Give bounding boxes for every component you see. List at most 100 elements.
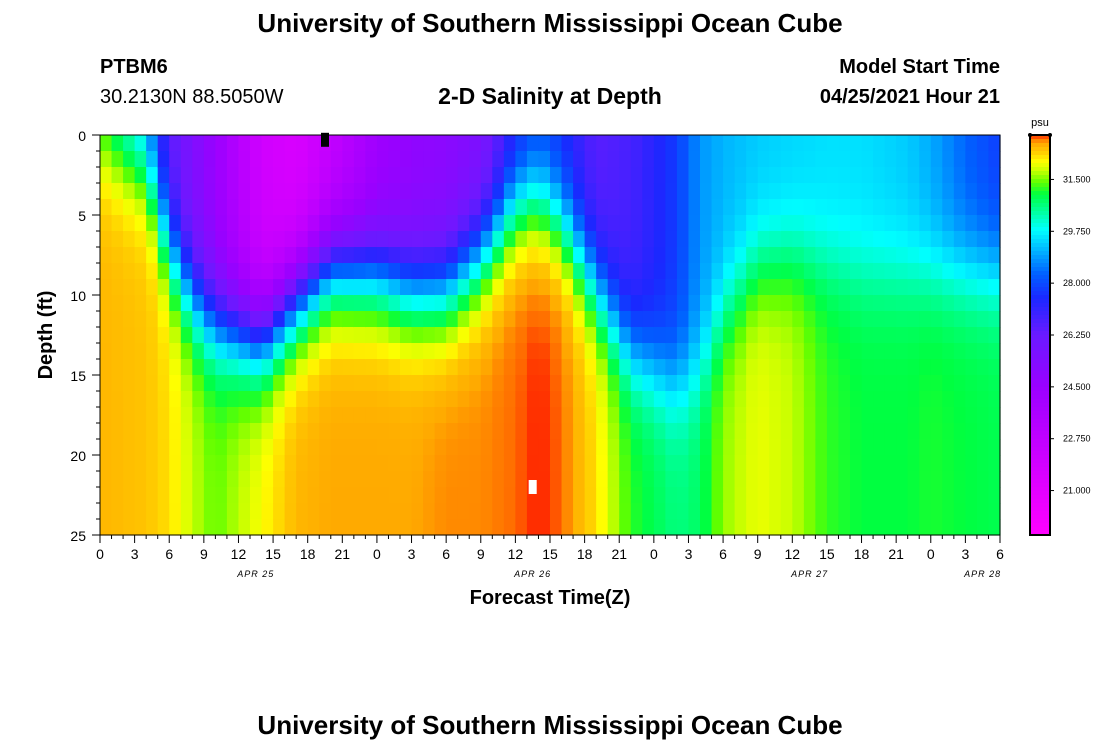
heatmap-cell [550, 503, 563, 520]
heatmap-cell [111, 311, 124, 328]
heatmap-cell [157, 519, 170, 536]
heatmap-cell [619, 215, 632, 232]
colorbar-segment [1030, 379, 1050, 384]
heatmap-cell [169, 519, 182, 536]
heatmap-cell [930, 503, 943, 520]
heatmap-cell [146, 487, 159, 504]
heatmap-cell [919, 295, 932, 312]
heatmap-cell [688, 343, 701, 360]
heatmap-cell [457, 199, 470, 216]
heatmap-cell [769, 183, 782, 200]
heatmap-cell [965, 279, 978, 296]
heatmap-cell [607, 471, 620, 488]
heatmap-cell [376, 503, 390, 520]
heatmap-cell [215, 439, 228, 456]
heatmap-cell [388, 231, 401, 248]
heatmap-cell [619, 519, 632, 536]
heatmap-cell [884, 231, 897, 248]
heatmap-cell [803, 327, 816, 344]
heatmap-cell [480, 183, 493, 200]
heatmap-cell [550, 151, 563, 168]
heatmap-cell [203, 343, 216, 360]
heatmap-cell [815, 311, 828, 328]
heatmap-cell [965, 519, 978, 536]
heatmap-cell [734, 199, 747, 216]
colorbar-segment [1030, 283, 1050, 288]
heatmap-cell [803, 439, 816, 456]
heatmap-cell [815, 135, 828, 152]
heatmap-cell [573, 215, 586, 232]
colorbar-segment [1030, 475, 1050, 480]
heatmap-cell [665, 231, 678, 248]
heatmap-cell [688, 487, 701, 504]
heatmap-cell [550, 375, 563, 392]
heatmap-cell [492, 391, 505, 408]
heatmap-cell [780, 183, 793, 200]
heatmap-cell [273, 183, 286, 200]
heatmap-cell [803, 167, 816, 184]
heatmap-cell [100, 215, 113, 232]
heatmap-cell [665, 343, 678, 360]
heatmap-cell [711, 375, 724, 392]
heatmap-cell [988, 199, 1001, 216]
heatmap-cell [388, 263, 401, 280]
heatmap-cell [203, 407, 216, 424]
heatmap-cell [157, 327, 170, 344]
heatmap-cell [676, 231, 690, 248]
heatmap-cell [676, 135, 690, 152]
heatmap-cell [365, 183, 378, 200]
heatmap-cell [688, 295, 701, 312]
heatmap-cell [861, 311, 874, 328]
heatmap-cell [353, 407, 366, 424]
heatmap-cell [515, 295, 528, 312]
colorbar-segment [1030, 407, 1050, 412]
heatmap-cell [838, 439, 851, 456]
x-tick-label: 9 [477, 546, 485, 562]
heatmap-cell [169, 279, 182, 296]
heatmap-cell [273, 375, 286, 392]
heatmap-cell [619, 487, 632, 504]
heatmap-cell [826, 327, 840, 344]
heatmap-cell [746, 231, 759, 248]
heatmap-cell [700, 199, 713, 216]
heatmap-cell [769, 407, 782, 424]
heatmap-cell [538, 391, 551, 408]
heatmap-cell [676, 215, 690, 232]
heatmap-cell [134, 487, 147, 504]
heatmap-cell [146, 247, 159, 264]
heatmap-cell [400, 215, 413, 232]
heatmap-cell [734, 343, 747, 360]
heatmap-cell [757, 503, 770, 520]
heatmap-cell [596, 279, 609, 296]
heatmap-cell [376, 295, 390, 312]
heatmap-cell [573, 359, 586, 376]
heatmap-cell [942, 519, 955, 536]
heatmap-cell [480, 407, 493, 424]
colorbar-segment [1030, 427, 1050, 432]
heatmap-cell [376, 231, 390, 248]
heatmap-cell [584, 343, 597, 360]
x-tick-label: 9 [754, 546, 762, 562]
heatmap-cell [250, 167, 263, 184]
station-id: PTBM6 [100, 56, 168, 78]
heatmap-cell [226, 247, 240, 264]
heatmap-cell [423, 199, 436, 216]
heatmap-cell [757, 263, 770, 280]
heatmap-cell [180, 439, 193, 456]
heatmap-cell [607, 375, 620, 392]
heatmap-cell [757, 471, 770, 488]
heatmap-cell [665, 327, 678, 344]
heatmap-cell [896, 295, 909, 312]
heatmap-cell [446, 439, 459, 456]
heatmap-cell [538, 375, 551, 392]
heatmap-cell [711, 151, 724, 168]
heatmap-cell [100, 471, 113, 488]
heatmap-cell [838, 279, 851, 296]
heatmap-cell [180, 135, 193, 152]
heatmap-cell [538, 247, 551, 264]
heatmap-cell [873, 503, 886, 520]
heatmap-cell [503, 135, 516, 152]
heatmap-cell [480, 231, 493, 248]
heatmap-cell [192, 135, 205, 152]
heatmap-cell [134, 215, 147, 232]
